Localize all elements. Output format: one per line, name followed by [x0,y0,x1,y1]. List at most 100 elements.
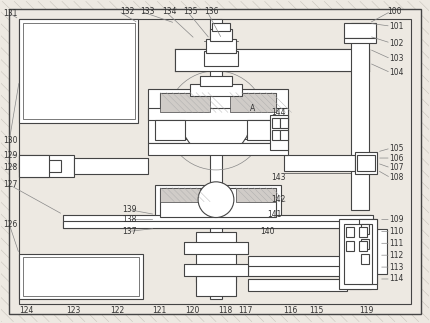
Text: 121: 121 [152,306,167,315]
Text: 143: 143 [272,173,286,182]
Bar [359,220,377,284]
Bar [148,89,288,143]
Text: 113: 113 [389,263,403,272]
Text: 105: 105 [389,144,403,152]
Text: 129: 129 [3,151,18,160]
Bar [272,130,280,140]
Bar [357,155,375,171]
Bar [361,254,369,264]
Bar [63,214,373,228]
Bar [248,264,347,276]
Text: 127: 127 [3,180,18,189]
Bar [344,23,376,38]
Text: 110: 110 [389,227,403,236]
Text: 119: 119 [359,306,373,315]
Bar [272,118,280,128]
Text: 144: 144 [272,108,286,117]
Text: 101: 101 [389,22,403,31]
Bar [155,185,280,220]
Text: 135: 135 [183,7,198,16]
Bar [148,109,288,120]
Bar [63,222,373,228]
Bar [160,188,276,216]
Bar [184,242,248,254]
Bar [160,93,210,112]
Circle shape [181,86,251,155]
Text: 109: 109 [389,215,403,224]
Bar [346,227,354,237]
Bar [160,93,276,139]
Text: 131: 131 [3,9,18,18]
Bar [19,254,144,299]
Bar [361,239,369,249]
Text: 103: 103 [389,54,403,63]
Text: 120: 120 [185,306,200,315]
Text: 123: 123 [66,306,80,315]
Bar [19,19,411,304]
Text: 118: 118 [218,306,232,315]
Text: 141: 141 [267,210,282,219]
Bar [355,152,377,174]
Bar [196,232,236,282]
Text: 132: 132 [120,7,135,16]
Bar [346,241,354,251]
Text: 106: 106 [389,153,403,162]
Text: 139: 139 [123,205,137,214]
Text: 138: 138 [123,215,137,224]
Text: A: A [250,104,255,113]
Bar [204,51,238,66]
Bar [19,19,138,123]
Bar [196,276,236,296]
Text: 134: 134 [163,7,177,16]
Bar [23,257,139,296]
Bar [210,19,222,299]
Text: 100: 100 [387,7,401,16]
Bar [19,160,61,172]
Text: 116: 116 [283,306,298,315]
Text: 114: 114 [389,275,403,284]
Text: 104: 104 [389,68,403,77]
Bar [230,93,276,112]
Bar [247,120,276,140]
Text: 128: 128 [3,163,18,172]
Bar [344,224,372,284]
Bar [359,241,367,251]
Text: 136: 136 [204,7,218,16]
Text: 108: 108 [389,173,403,182]
Bar [248,279,347,291]
Bar [210,29,232,41]
Bar [175,49,369,71]
Bar [155,120,185,140]
Text: 124: 124 [19,306,34,315]
Text: 137: 137 [123,227,137,236]
Text: 107: 107 [389,163,403,172]
Bar [236,188,276,202]
Text: 117: 117 [238,306,252,315]
Text: 126: 126 [3,220,18,229]
Text: 111: 111 [389,239,403,248]
Bar [200,76,232,86]
Bar [148,143,288,155]
Bar [359,227,367,237]
Bar [280,130,288,140]
Text: 112: 112 [389,251,403,260]
Bar [19,155,74,177]
Text: 102: 102 [389,38,403,47]
Circle shape [198,182,234,217]
Bar [339,220,377,289]
Text: 130: 130 [3,136,18,145]
Bar [206,39,236,53]
Bar [248,256,347,266]
Bar [270,115,288,150]
Bar [377,229,387,274]
Bar [190,84,242,96]
Text: 122: 122 [111,306,125,315]
Bar [351,23,369,210]
Bar [361,224,369,234]
Bar [74,158,148,174]
Bar [212,23,230,31]
Bar [23,23,135,120]
Bar [344,38,376,43]
Text: 115: 115 [310,306,324,315]
Bar [280,118,288,128]
